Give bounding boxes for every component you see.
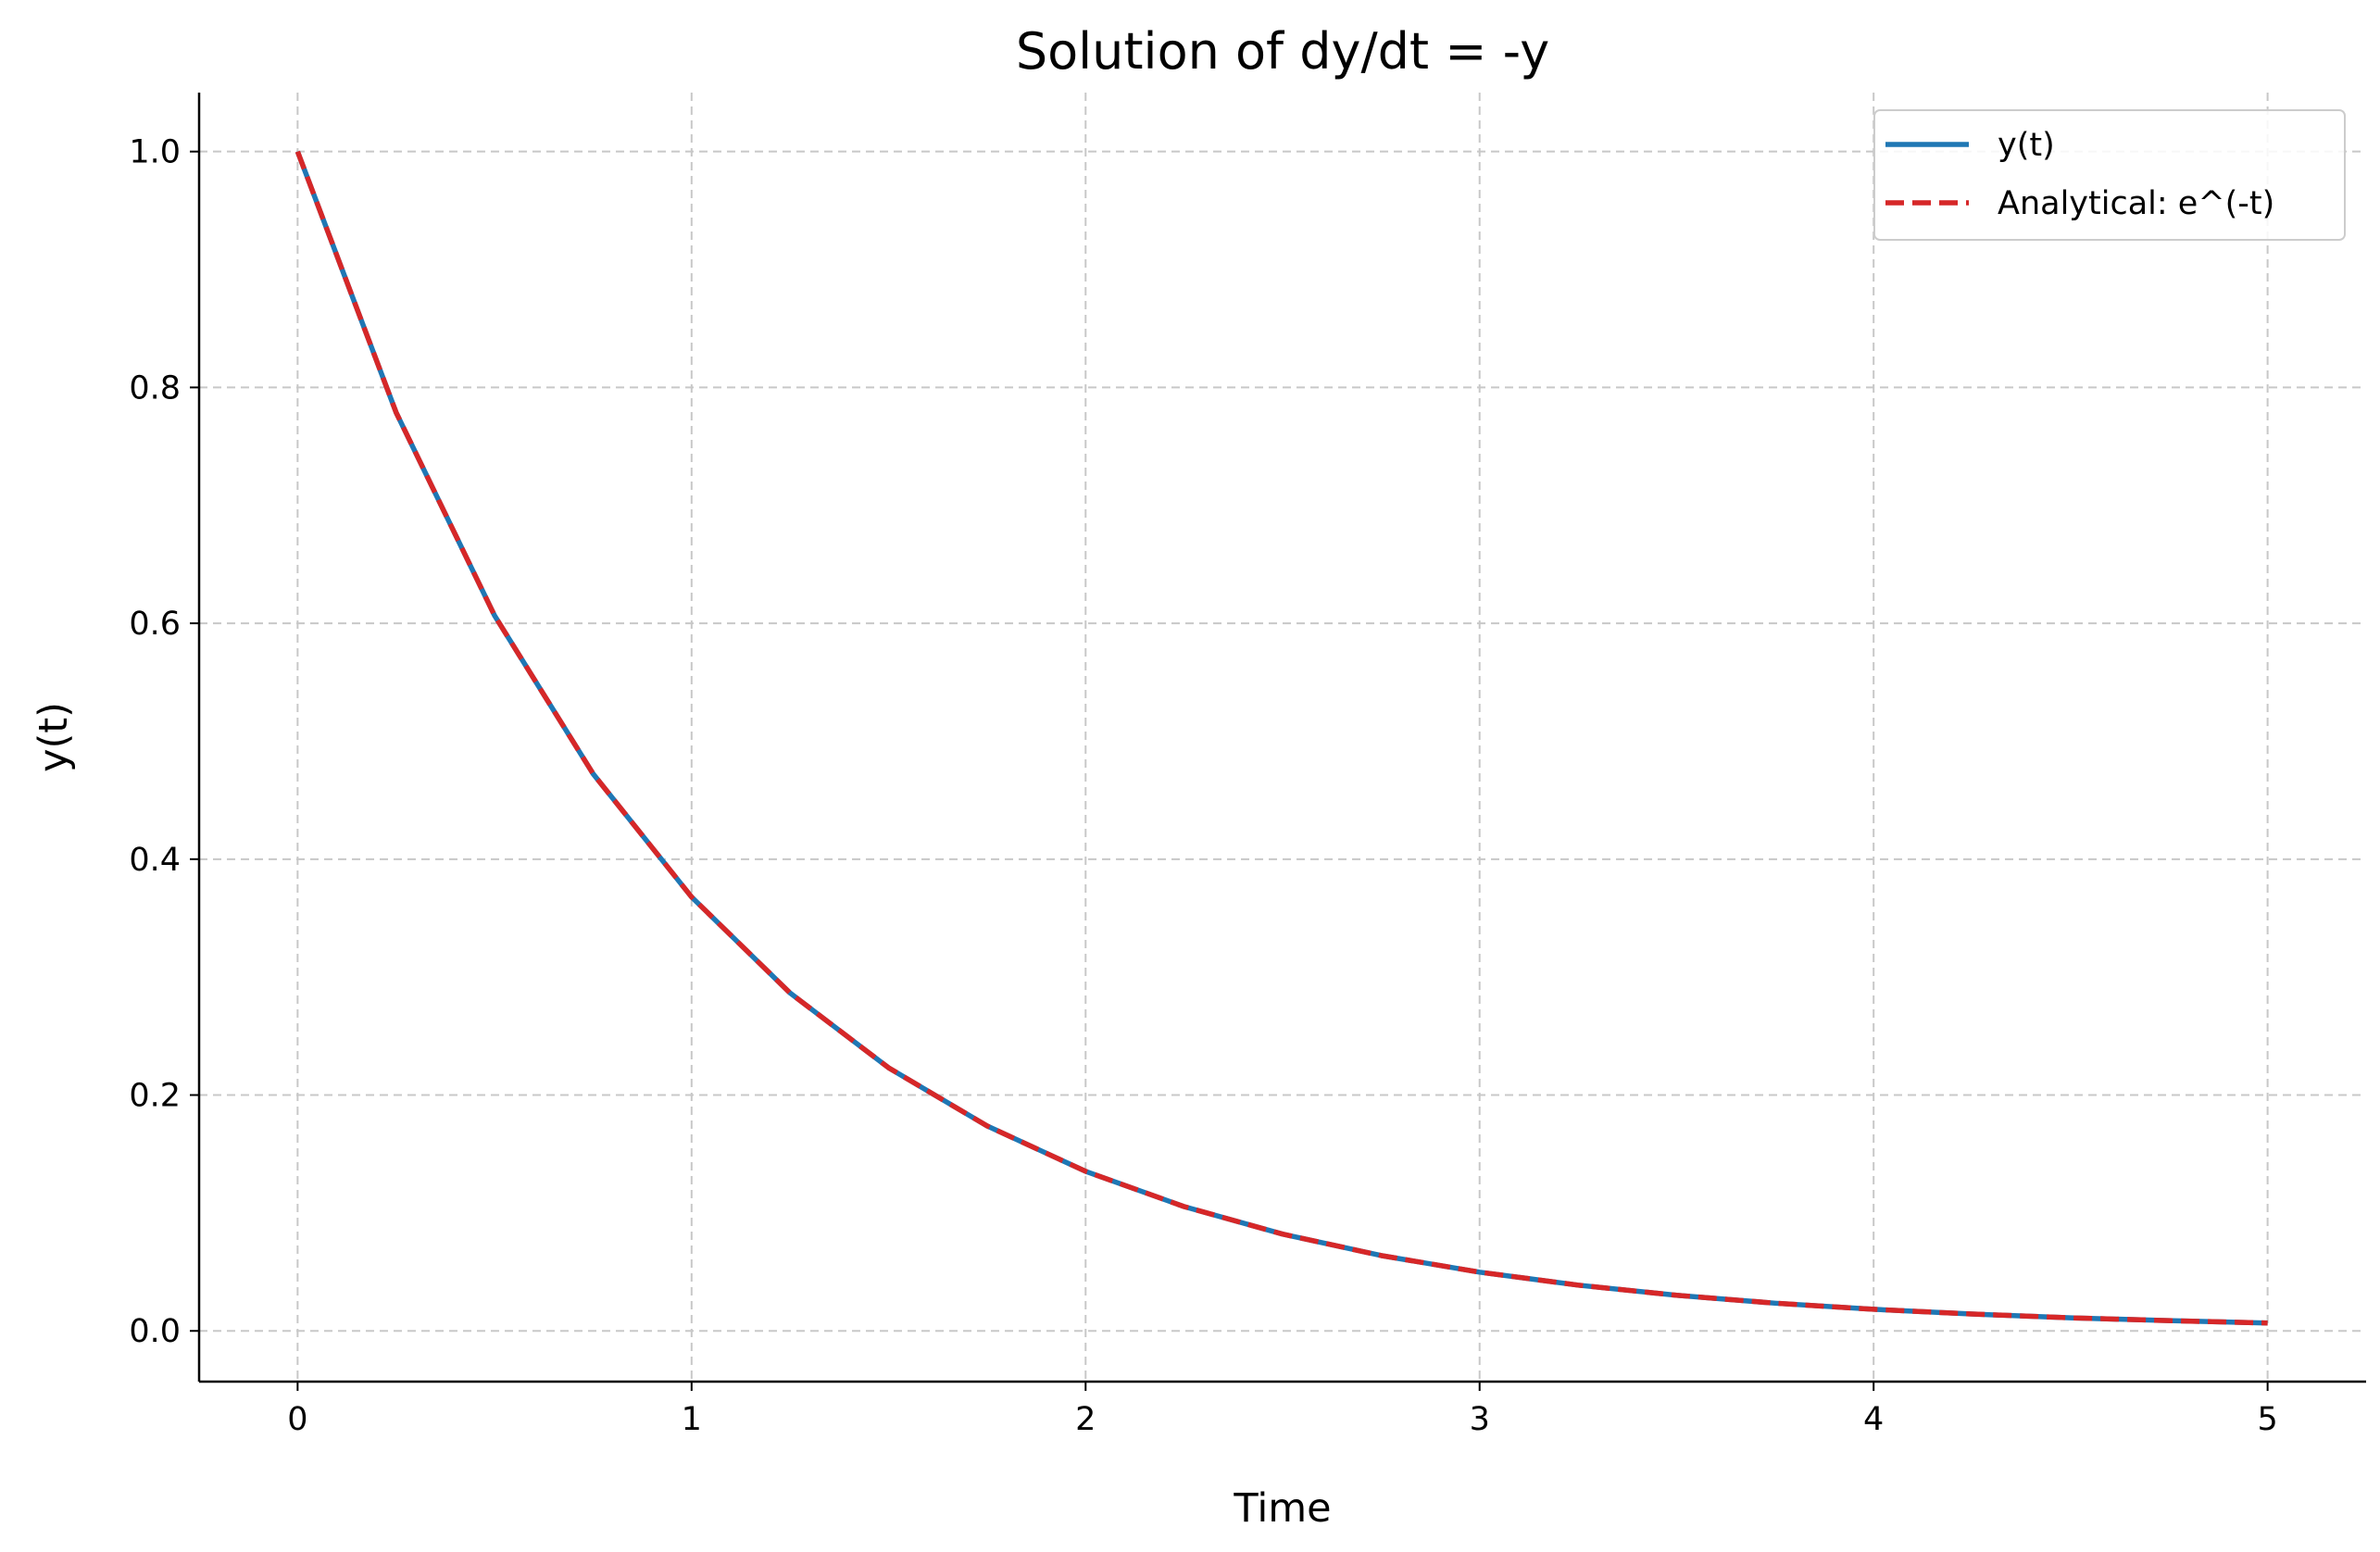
- x-tick-label: 4: [1863, 1401, 1884, 1438]
- x-axis-ticks: 0 1 2 3 4 5: [287, 1382, 2278, 1438]
- y-axis-label: y(t): [31, 702, 77, 772]
- y-tick-label: 0.6: [129, 606, 181, 643]
- plot-series: [294, 150, 2268, 1326]
- x-tick-label: 2: [1075, 1401, 1096, 1438]
- x-tick-label: 5: [2257, 1401, 2277, 1438]
- y-tick-label: 0.4: [129, 842, 181, 879]
- y-tick-label: 1.0: [129, 134, 181, 171]
- x-tick-label: 1: [682, 1401, 702, 1438]
- x-tick-label: 3: [1470, 1401, 1490, 1438]
- y-axis-ticks: 0.0 0.2 0.4 0.6 0.8 1.0: [129, 134, 199, 1350]
- legend-box: [1873, 109, 2346, 241]
- grid-lines: [199, 93, 2366, 1382]
- legend: y(t) Analytical: e^(-t): [1873, 109, 2346, 241]
- x-axis-label: Time: [1233, 1485, 1331, 1532]
- y-tick-label: 0.2: [129, 1078, 181, 1115]
- legend-label-y-t: y(t): [1998, 127, 2055, 164]
- series-line-analytical: [294, 150, 2268, 1326]
- legend-label-analytical: Analytical: e^(-t): [1998, 185, 2274, 222]
- x-tick-label: 0: [287, 1401, 307, 1438]
- y-tick-label: 0.8: [129, 369, 181, 407]
- y-tick-label: 0.0: [129, 1313, 181, 1350]
- chart-title: Solution of dy/dt = -y: [1016, 22, 1549, 81]
